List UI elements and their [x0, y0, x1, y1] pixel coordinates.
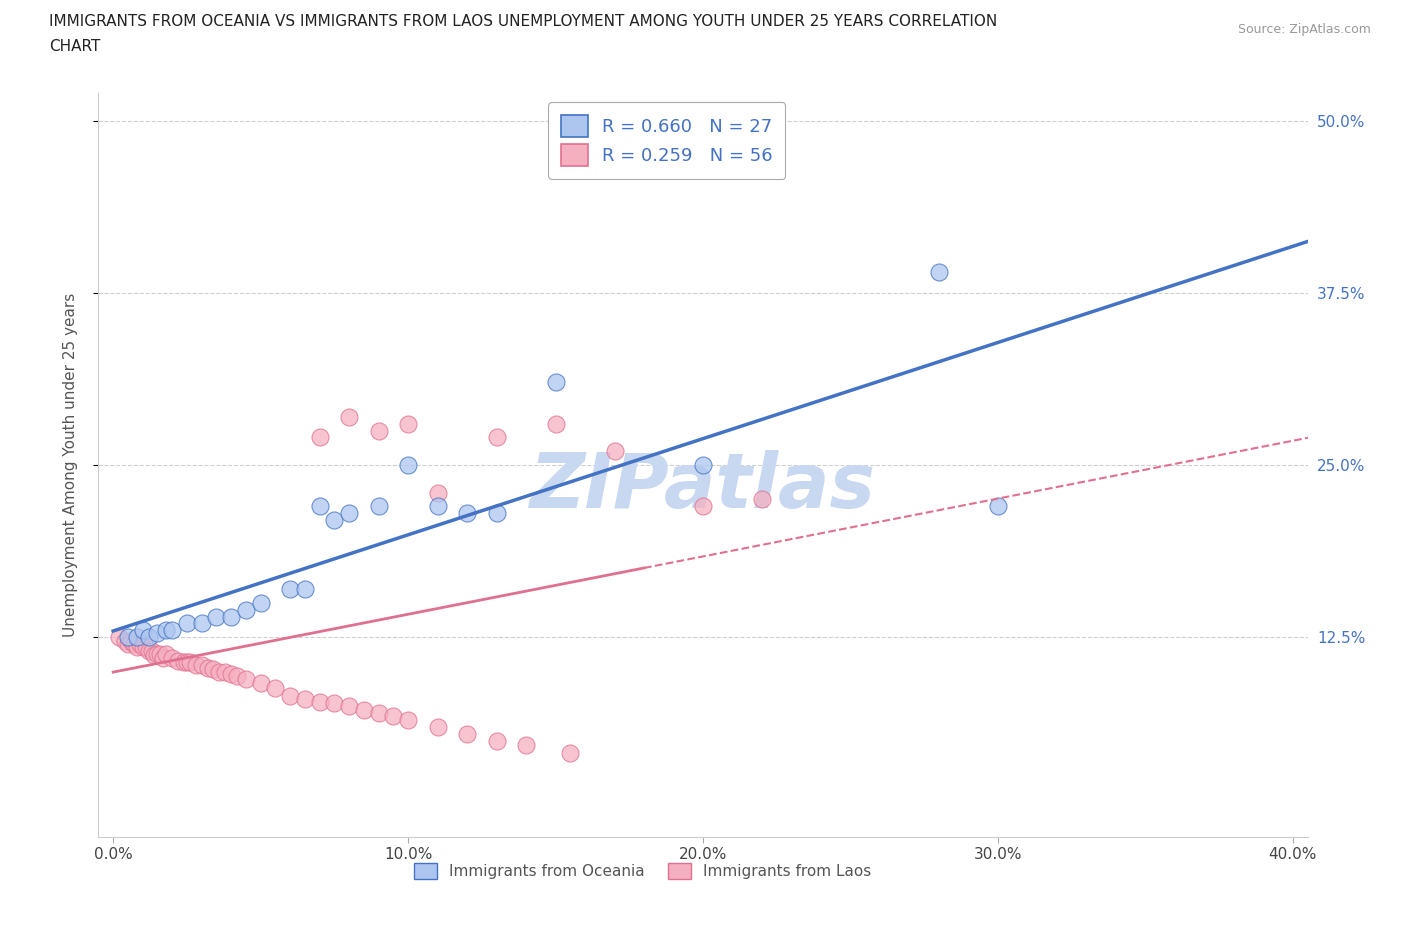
- Point: [751, 492, 773, 507]
- Point: [603, 444, 626, 458]
- Text: ZIPatlas: ZIPatlas: [530, 450, 876, 525]
- Point: [160, 623, 183, 638]
- Point: [131, 623, 153, 638]
- Point: [692, 498, 714, 513]
- Point: [560, 746, 582, 761]
- Point: [692, 458, 714, 472]
- Y-axis label: Unemployment Among Youth under 25 years: Unemployment Among Youth under 25 years: [63, 293, 77, 637]
- Point: [146, 646, 169, 661]
- Point: [485, 733, 508, 748]
- Point: [426, 498, 449, 513]
- Point: [294, 692, 316, 707]
- Point: [235, 603, 257, 618]
- Point: [515, 737, 537, 752]
- Point: [138, 644, 160, 658]
- Point: [382, 709, 405, 724]
- Point: [155, 623, 177, 638]
- Point: [205, 609, 228, 624]
- Point: [208, 664, 231, 679]
- Point: [426, 719, 449, 734]
- Point: [323, 512, 346, 527]
- Point: [214, 664, 236, 679]
- Point: [125, 640, 148, 655]
- Point: [337, 506, 360, 521]
- Point: [152, 650, 174, 665]
- Text: IMMIGRANTS FROM OCEANIA VS IMMIGRANTS FROM LAOS UNEMPLOYMENT AMONG YOUTH UNDER 2: IMMIGRANTS FROM OCEANIA VS IMMIGRANTS FR…: [49, 14, 997, 29]
- Point: [135, 640, 157, 655]
- Point: [117, 630, 139, 644]
- Point: [219, 609, 242, 624]
- Point: [173, 655, 195, 670]
- Point: [544, 375, 567, 390]
- Point: [396, 712, 419, 727]
- Point: [249, 675, 271, 690]
- Point: [108, 630, 131, 644]
- Legend: Immigrants from Oceania, Immigrants from Laos: Immigrants from Oceania, Immigrants from…: [408, 857, 877, 885]
- Point: [120, 634, 142, 649]
- Point: [179, 655, 201, 670]
- Point: [337, 409, 360, 424]
- Point: [278, 581, 301, 596]
- Point: [928, 265, 950, 280]
- Point: [294, 581, 316, 596]
- Point: [396, 417, 419, 432]
- Point: [197, 660, 219, 675]
- Text: CHART: CHART: [49, 39, 101, 54]
- Point: [226, 669, 249, 684]
- Point: [353, 703, 375, 718]
- Point: [219, 667, 242, 682]
- Point: [367, 423, 389, 438]
- Point: [190, 658, 212, 672]
- Point: [308, 498, 330, 513]
- Point: [184, 658, 207, 672]
- Point: [367, 498, 389, 513]
- Point: [122, 637, 145, 652]
- Point: [176, 655, 198, 670]
- Point: [485, 506, 508, 521]
- Point: [987, 498, 1010, 513]
- Point: [202, 661, 225, 676]
- Point: [155, 646, 177, 661]
- Point: [125, 630, 148, 644]
- Point: [160, 650, 183, 665]
- Point: [176, 616, 198, 631]
- Point: [114, 634, 136, 649]
- Point: [337, 698, 360, 713]
- Point: [456, 506, 478, 521]
- Point: [138, 630, 160, 644]
- Text: Source: ZipAtlas.com: Source: ZipAtlas.com: [1237, 23, 1371, 36]
- Point: [396, 458, 419, 472]
- Point: [323, 696, 346, 711]
- Point: [128, 637, 150, 652]
- Point: [367, 706, 389, 721]
- Point: [117, 637, 139, 652]
- Point: [131, 640, 153, 655]
- Point: [143, 647, 166, 662]
- Point: [149, 646, 172, 661]
- Point: [167, 653, 190, 668]
- Point: [146, 626, 169, 641]
- Point: [278, 689, 301, 704]
- Point: [264, 681, 287, 696]
- Point: [485, 430, 508, 445]
- Point: [426, 485, 449, 500]
- Point: [235, 671, 257, 686]
- Point: [456, 726, 478, 741]
- Point: [190, 616, 212, 631]
- Point: [308, 430, 330, 445]
- Point: [249, 595, 271, 610]
- Point: [141, 644, 163, 658]
- Point: [544, 417, 567, 432]
- Point: [308, 695, 330, 710]
